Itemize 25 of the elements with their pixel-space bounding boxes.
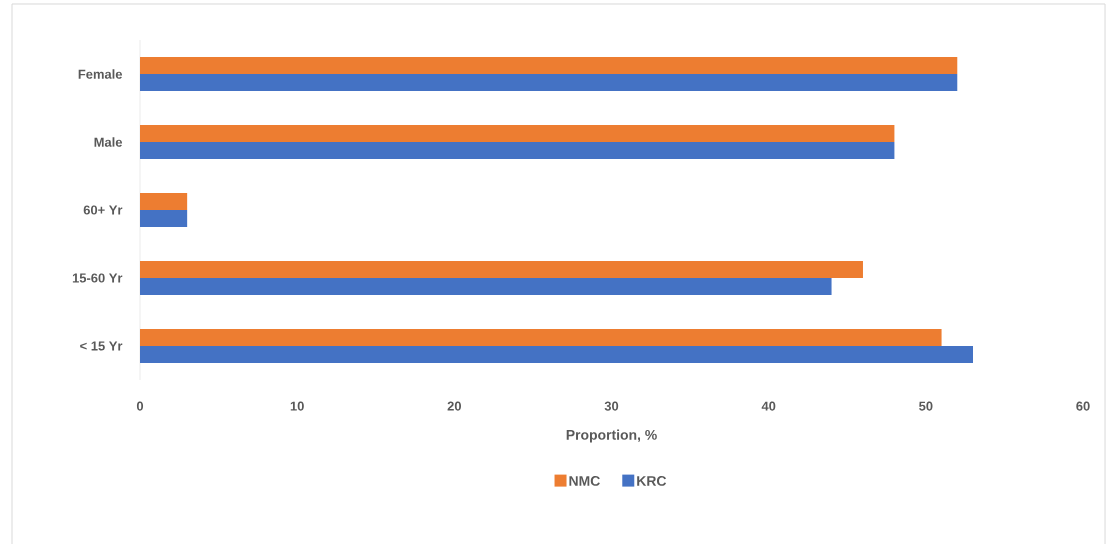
bar (140, 57, 958, 74)
x-tick-label: 30 (604, 401, 619, 411)
bar (140, 193, 188, 210)
y-tick-label: Female (78, 69, 123, 79)
bar (140, 261, 863, 278)
bar (140, 74, 958, 91)
bar (140, 210, 188, 227)
x-tick-label: 20 (447, 401, 462, 411)
x-axis-title: Proportion, % (566, 429, 657, 443)
x-tick-label: 40 (761, 401, 776, 411)
bar (140, 142, 895, 159)
x-tick-label: 10 (290, 401, 304, 411)
bar (140, 346, 973, 363)
x-tick-label: 50 (919, 401, 933, 411)
y-tick-label: 15-60 Yr (72, 273, 123, 283)
y-tick-label: < 15 Yr (80, 341, 123, 351)
legend-label: KRC (637, 475, 667, 486)
y-tick-label: Male (94, 137, 123, 147)
y-tick-label: 60+ Yr (83, 205, 123, 215)
bar (140, 278, 832, 295)
bar (140, 329, 942, 346)
legend-label: NMC (569, 475, 600, 486)
x-tick-label: 60 (1076, 401, 1090, 411)
bar (140, 125, 895, 142)
x-tick-label: 0 (136, 401, 144, 411)
